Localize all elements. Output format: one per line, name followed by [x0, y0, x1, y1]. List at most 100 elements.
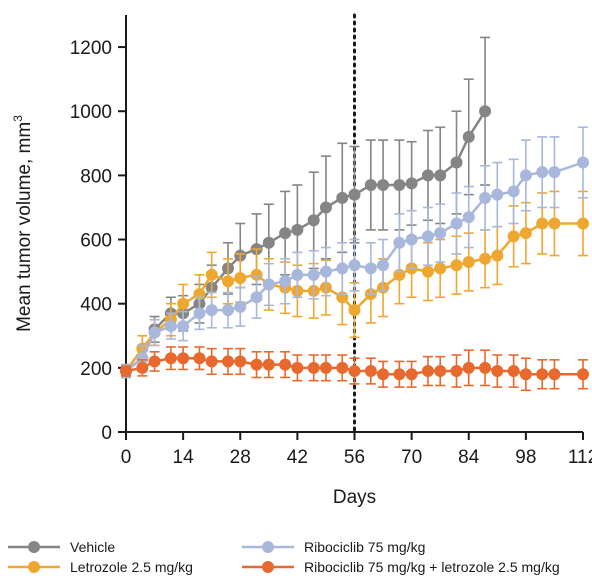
data-point — [491, 188, 504, 201]
data-point — [307, 361, 320, 374]
legend-marker — [262, 561, 274, 573]
x-tick-label: 42 — [287, 447, 308, 468]
data-point — [164, 352, 177, 365]
data-point — [205, 304, 218, 317]
data-point — [336, 262, 349, 275]
data-point — [536, 217, 549, 230]
legend-marker — [262, 541, 274, 553]
data-point — [434, 169, 447, 182]
data-point — [234, 355, 247, 368]
data-point — [491, 365, 504, 378]
data-point — [136, 352, 149, 365]
legend-item: Ribociclib 75 mg/kg — [242, 539, 425, 555]
y-axis-title-text: Mean tumor volume, mm — [14, 122, 35, 332]
data-point — [421, 365, 434, 378]
data-point — [250, 291, 263, 304]
x-tick-label: 84 — [458, 447, 480, 468]
data-point — [307, 214, 320, 227]
data-point — [222, 275, 235, 288]
y-tick-label: 1000 — [70, 102, 112, 123]
y-axis-title-superscript: 3 — [11, 115, 25, 122]
data-point — [421, 265, 434, 278]
series-3 — [120, 126, 589, 379]
data-point — [462, 211, 475, 224]
data-point — [462, 361, 475, 374]
legend-label: Vehicle — [70, 539, 115, 555]
data-point — [519, 169, 532, 182]
data-point — [548, 368, 561, 381]
y-ticks: 0 200 400 600 800 1000 1200 — [70, 38, 126, 444]
data-point — [405, 233, 418, 246]
data-point — [434, 262, 447, 275]
data-point — [319, 265, 332, 278]
data-point — [434, 365, 447, 378]
x-tick-label: 98 — [515, 447, 536, 468]
data-point — [577, 368, 589, 381]
data-point — [136, 361, 149, 374]
data-point — [421, 169, 434, 182]
data-point — [177, 320, 190, 333]
data-point — [577, 156, 589, 169]
legend-marker — [28, 541, 40, 553]
legend-item: Ribociclib 75 mg/kg + letrozole 2.5 mg/k… — [242, 559, 560, 575]
data-point — [348, 259, 361, 272]
data-point — [462, 255, 475, 268]
data-point — [393, 179, 406, 192]
data-point — [250, 268, 263, 281]
x-tick-label: 56 — [344, 447, 365, 468]
legend-item: Letrozole 2.5 mg/kg — [8, 559, 193, 575]
data-point — [291, 223, 304, 236]
data-point — [421, 230, 434, 243]
data-point — [491, 249, 504, 262]
data-point — [279, 227, 292, 240]
data-point — [193, 352, 206, 365]
data-point — [536, 166, 549, 179]
data-point — [348, 188, 361, 201]
data-point — [319, 201, 332, 214]
data-point — [262, 278, 275, 291]
legend-label: Ribociclib 75 mg/kg — [304, 539, 425, 555]
data-point — [364, 262, 377, 275]
data-point — [377, 179, 390, 192]
data-point — [548, 166, 561, 179]
legend-marker — [28, 561, 40, 573]
data-point — [479, 361, 492, 374]
data-point — [519, 368, 532, 381]
data-point — [450, 259, 463, 272]
data-point — [450, 365, 463, 378]
data-point — [205, 268, 218, 281]
legend-label: Letrozole 2.5 mg/kg — [70, 559, 193, 575]
data-point — [393, 368, 406, 381]
data-point — [479, 252, 492, 265]
data-point — [348, 304, 361, 317]
data-point — [479, 105, 492, 118]
data-point — [364, 179, 377, 192]
data-point — [450, 217, 463, 230]
y-tick-label: 800 — [80, 166, 112, 187]
data-point — [291, 361, 304, 374]
data-point — [120, 365, 132, 378]
data-point — [193, 307, 206, 320]
legend: Vehicle Letrozole 2.5 mg/kg Ribociclib 75 … — [8, 539, 560, 575]
data-point — [434, 227, 447, 240]
data-point — [507, 185, 520, 198]
x-ticks: 0 14 28 42 56 70 84 98 112 — [121, 432, 592, 468]
data-point — [279, 358, 292, 371]
legend-item: Vehicle — [8, 539, 115, 555]
y-tick-label: 1200 — [70, 38, 112, 59]
data-point — [548, 217, 561, 230]
y-tick-label: 200 — [80, 359, 112, 380]
data-point — [393, 236, 406, 249]
series-4 — [120, 346, 589, 392]
data-point — [250, 358, 263, 371]
data-point — [148, 355, 161, 368]
data-point — [291, 268, 304, 281]
data-point — [507, 230, 520, 243]
x-axis-title: Days — [333, 487, 376, 508]
data-point — [319, 361, 332, 374]
y-axis-title: Mean tumor volume, mm3 — [11, 115, 35, 332]
legend-label: Ribociclib 75 mg/kg + letrozole 2.5 mg/k… — [304, 559, 560, 575]
data-point — [234, 272, 247, 285]
data-point — [336, 191, 349, 204]
